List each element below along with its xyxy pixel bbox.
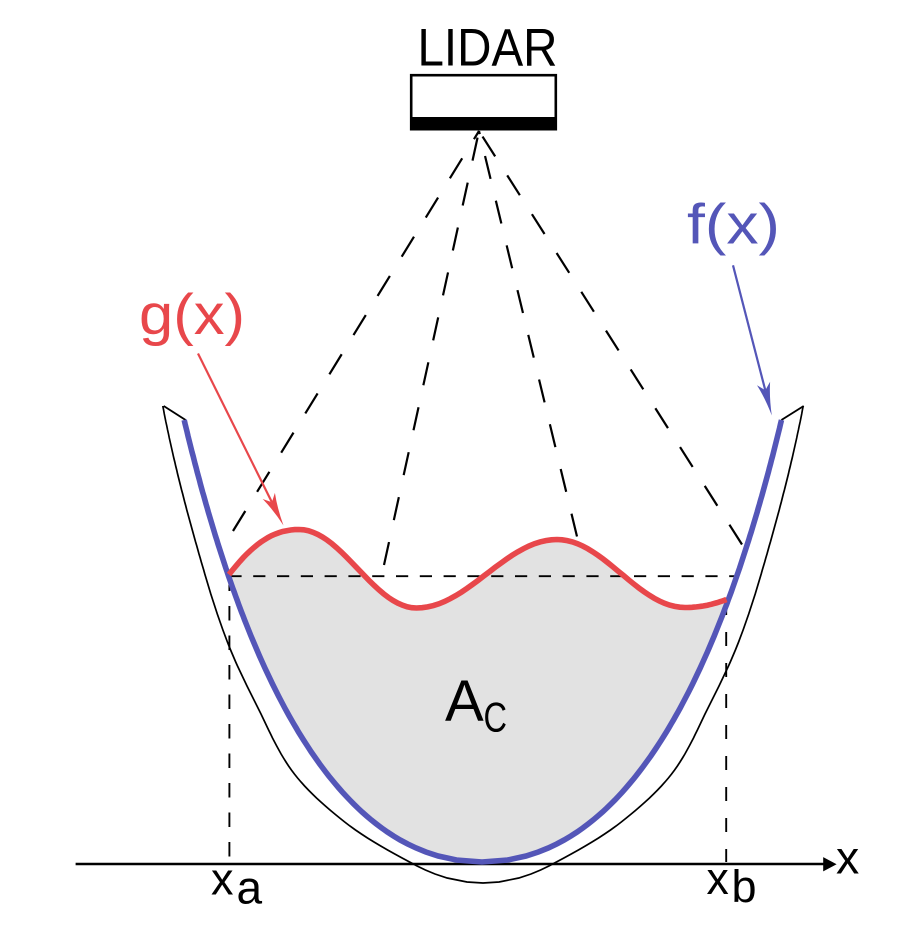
svg-text:x: x: [836, 832, 859, 884]
svg-text:x: x: [707, 853, 730, 904]
svg-text:A: A: [445, 669, 484, 734]
svg-text:LIDAR: LIDAR: [418, 19, 558, 78]
svg-text:g(x): g(x): [139, 283, 245, 347]
svg-text:x: x: [211, 854, 234, 905]
svg-text:f(x): f(x): [687, 193, 780, 257]
svg-text:a: a: [237, 862, 263, 914]
svg-text:C: C: [484, 694, 508, 741]
svg-text:b: b: [732, 861, 757, 912]
